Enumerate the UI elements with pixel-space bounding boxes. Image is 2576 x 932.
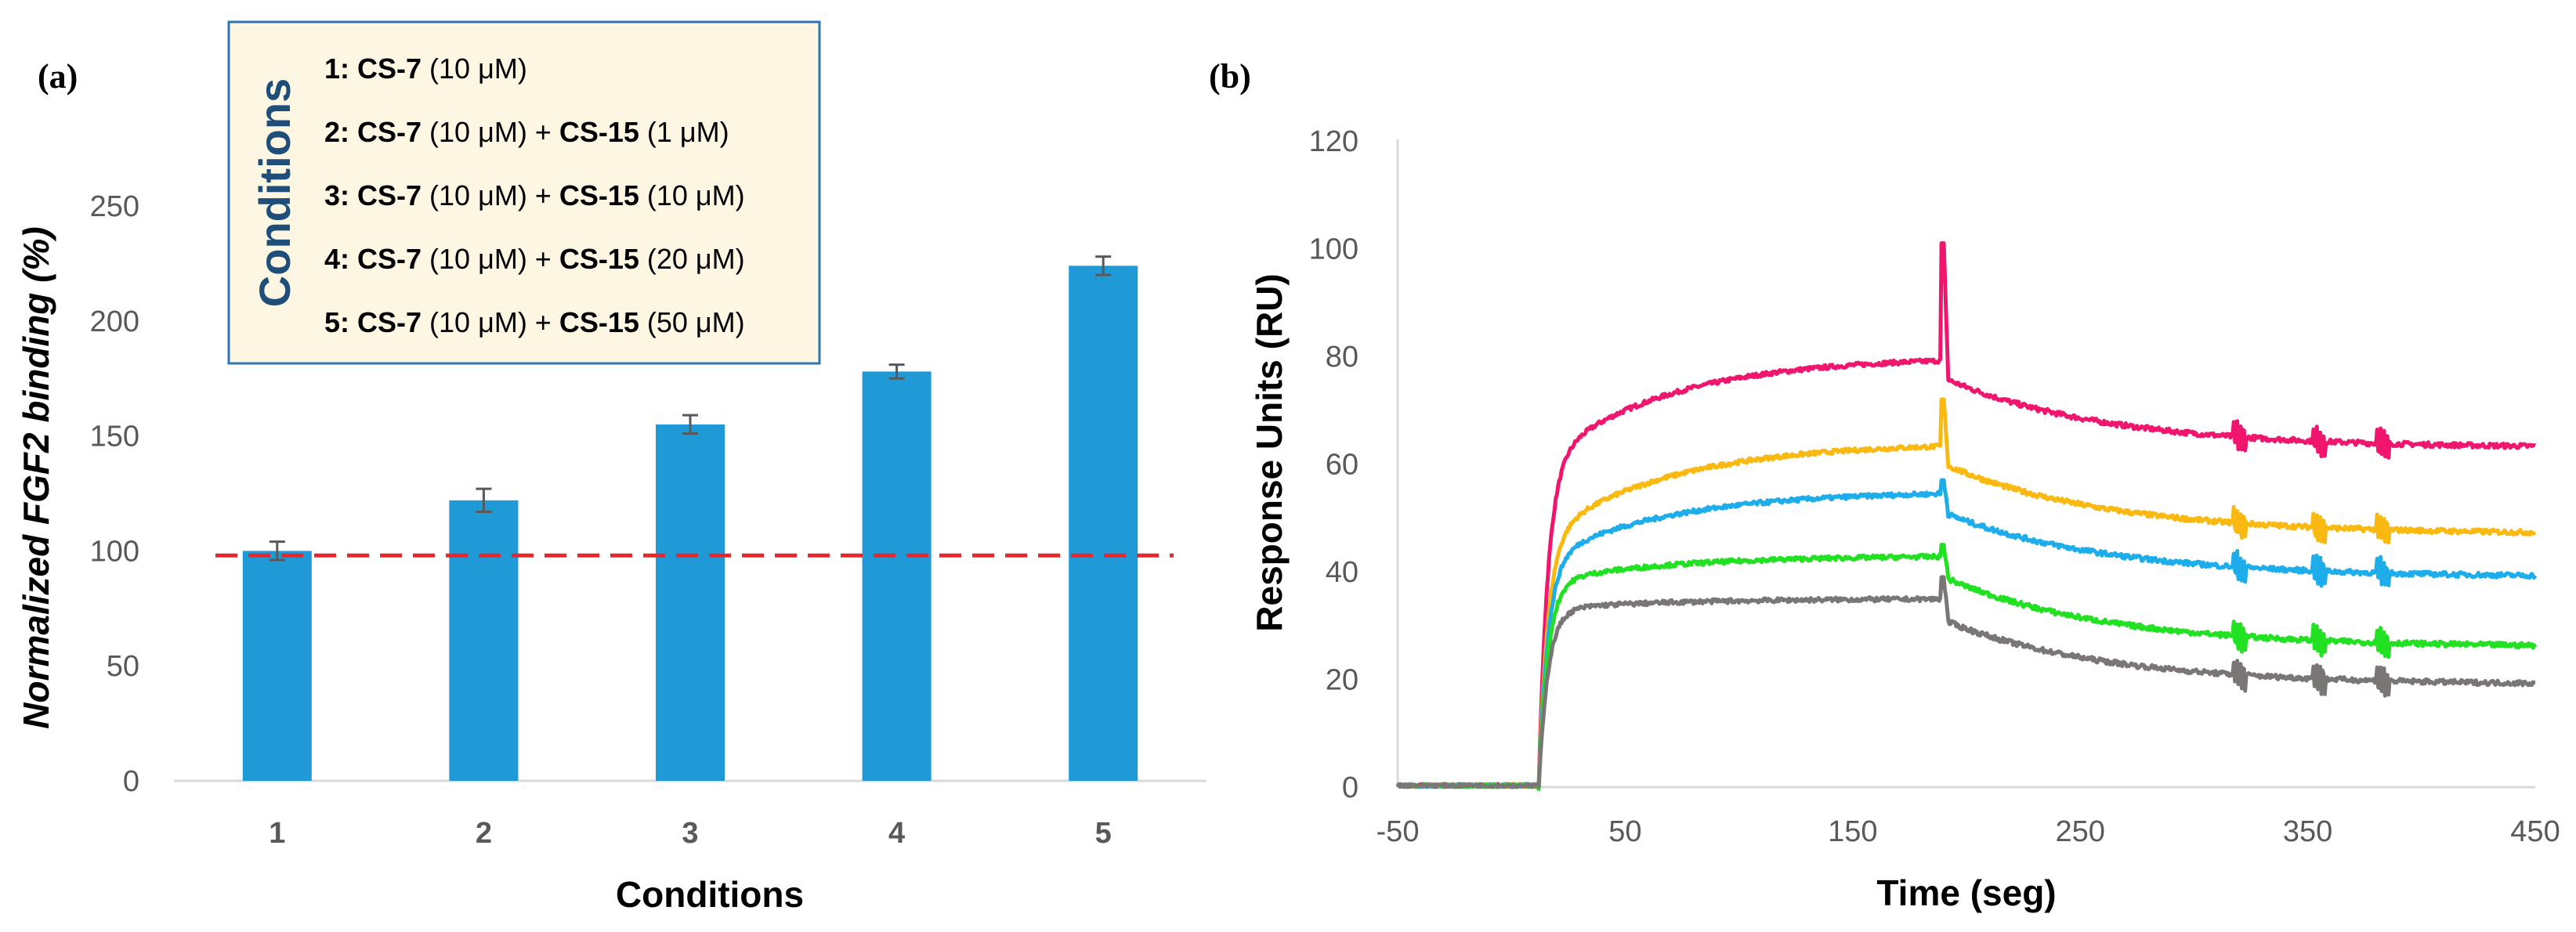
panel-a-x-tick-labels: 1 2 3 4 5 (269, 817, 1112, 850)
legend-entry: 5: CS-7 (10 μM) + CS-15 (50 μM) (324, 306, 745, 338)
panel-b-line-chart: (b) 0 20 40 60 80 100 120 -50 50 150 250 350 450 Ti… (1209, 57, 2560, 913)
panel-a-bar-chart: (a) 0 50 100 150 200 250 1 2 3 4 5 Conditions Nor… (16, 20, 1207, 915)
legend-entries: 1: CS-7 (10 μM) 2: CS-7 (10 μM) + CS-15 (… (324, 52, 745, 338)
bar (242, 551, 312, 781)
bar (862, 371, 932, 782)
y-tick-label: 100 (90, 535, 139, 568)
legend-background (227, 20, 821, 365)
panel-b-x-axis-title: Time (seg) (1876, 872, 2056, 913)
panel-b-series (1395, 241, 2538, 791)
panel-a-bars (242, 255, 1138, 782)
x-tick-label: 3 (682, 817, 698, 850)
x-tick-label: 150 (1828, 815, 1877, 848)
x-tick-label: 450 (2510, 815, 2560, 848)
y-tick-label: 50 (107, 650, 139, 683)
panel-b-y-axis-title: Response Units (RU) (1249, 273, 1290, 631)
x-tick-label: 50 (1608, 815, 1641, 848)
panel-a-x-axis-title: Conditions (616, 874, 804, 915)
panel-a-label: (a) (38, 57, 78, 96)
legend-entry: 3: CS-7 (10 μM) + CS-15 (10 μM) (324, 179, 745, 211)
y-tick-label: 20 (1326, 664, 1359, 697)
y-tick-label: 120 (1309, 125, 1359, 158)
x-tick-label: 4 (888, 817, 905, 850)
y-tick-label: 40 (1326, 556, 1359, 589)
series-line (1396, 575, 2536, 789)
y-tick-label: 60 (1326, 449, 1359, 482)
y-tick-label: 0 (123, 765, 139, 798)
series-line (1395, 397, 2537, 789)
legend-title: Conditions (250, 78, 299, 307)
panel-a-y-tick-labels: 0 50 100 150 200 250 (90, 190, 139, 798)
y-tick-label: 150 (90, 421, 139, 453)
x-tick-label: 1 (269, 817, 285, 850)
legend-entry: 4: CS-7 (10 μM) + CS-15 (20 μM) (324, 243, 745, 275)
panel-b-y-tick-labels: 0 20 40 60 80 100 120 (1309, 125, 1359, 804)
panel-b-x-tick-labels: -50 50 150 250 350 450 (1377, 815, 2560, 848)
x-tick-label: 2 (476, 817, 492, 850)
bar (1069, 266, 1138, 781)
series-line (1395, 478, 2538, 791)
legend-entry: 2: CS-7 (10 μM) + CS-15 (1 μM) (324, 116, 729, 148)
series-line (1395, 241, 2537, 791)
legend-entry: 1: CS-7 (10 μM) (324, 52, 527, 85)
x-tick-label: 350 (2283, 815, 2332, 848)
y-tick-label: 250 (90, 190, 139, 223)
y-tick-label: 80 (1326, 341, 1359, 374)
bar (656, 424, 725, 781)
y-tick-label: 100 (1309, 233, 1359, 266)
x-tick-label: -50 (1377, 815, 1420, 848)
series-line (1396, 543, 2538, 791)
x-tick-label: 5 (1095, 817, 1112, 850)
panel-b-label: (b) (1209, 57, 1251, 96)
legend-box: Conditions 1: CS-7 (10 μM) 2: CS-7 (10 μM… (227, 20, 821, 365)
x-tick-label: 250 (2055, 815, 2104, 848)
y-tick-label: 200 (90, 305, 139, 338)
y-tick-label: 0 (1342, 771, 1359, 804)
bar (449, 500, 519, 781)
panel-a-y-axis-title: Normalized FGF2 binding (%) (16, 226, 56, 728)
